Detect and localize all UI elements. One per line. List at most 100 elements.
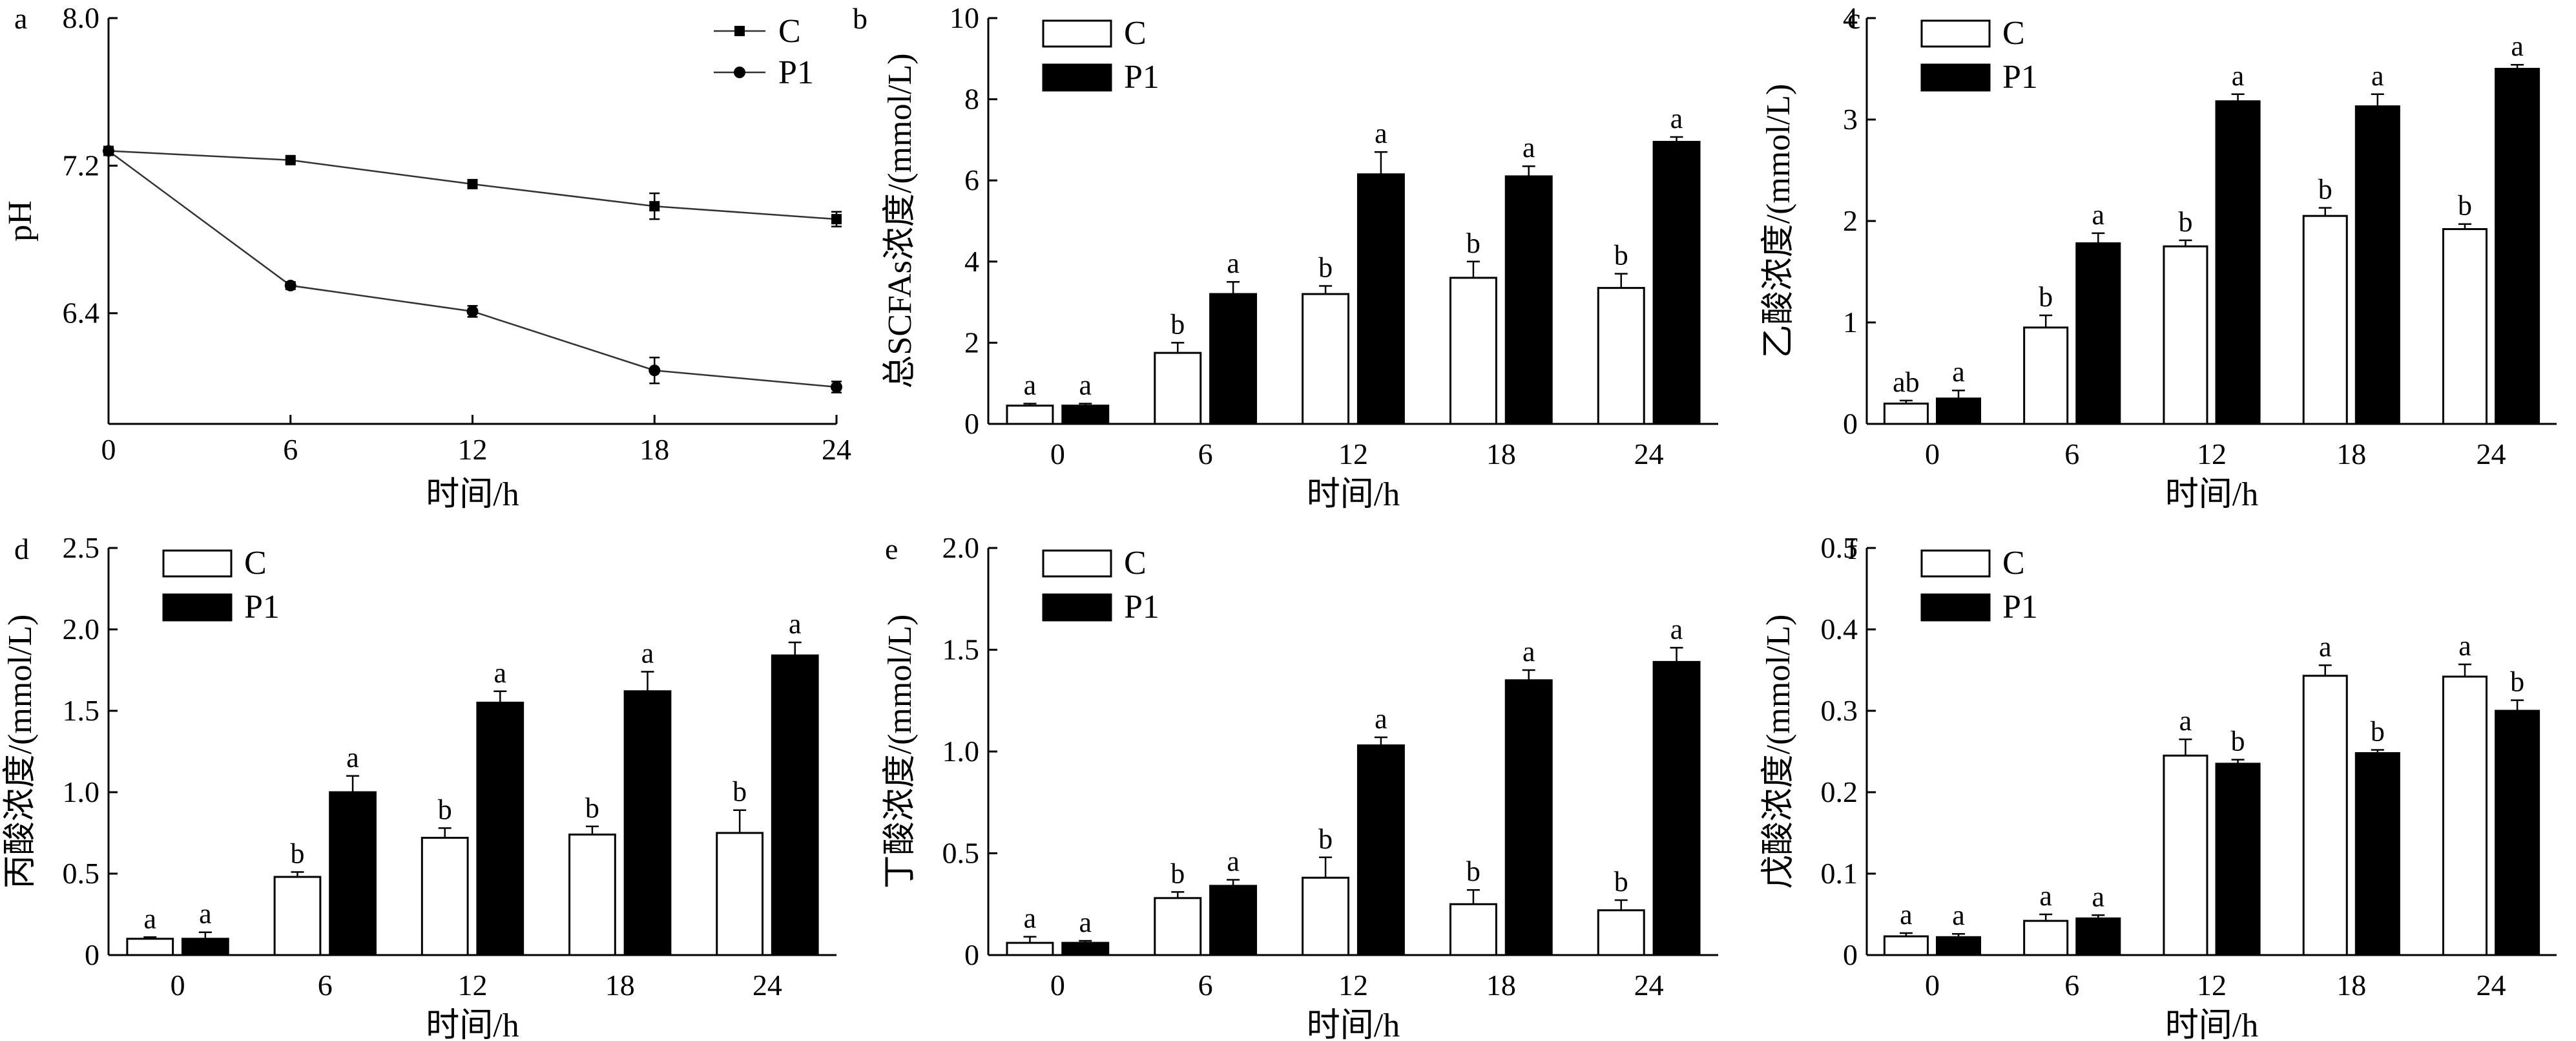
x-tick-label: 6 [318,969,333,1002]
data-point-P1 [103,145,114,157]
y-tick-label: 0.2 [1821,775,1858,808]
x-tick-label: 18 [605,969,635,1002]
significance-label: a [494,657,507,689]
x-tick-label: 24 [2477,969,2506,1002]
panel-letter: a [14,2,27,35]
y-axis-title: 总SCFAs浓度/(mmol/L) [882,53,919,388]
bar-P1 [476,701,525,956]
y-tick-label: 2 [964,326,979,359]
y-tick-label: 2.5 [63,531,100,564]
bar-P1 [1504,679,1553,956]
y-axis-title: 丙酸浓度/(mmol/L) [2,615,39,889]
significance-label: b [1614,866,1628,898]
significance-label: a [1900,899,1913,931]
significance-label: b [2039,281,2053,313]
y-tick-label: 0.5 [63,857,100,890]
legend-label: P1 [1124,589,1159,626]
significance-label: a [2232,60,2245,92]
data-point-C [467,178,478,189]
bar-C [421,837,469,956]
x-tick-label: 24 [2477,437,2506,470]
bar-C [1302,293,1350,425]
legend-label: P1 [2002,59,2038,96]
x-axis-title: 时间/h [1307,476,1400,513]
legend-swatch-C [1042,19,1112,48]
significance-label: a [1024,370,1037,401]
significance-label: b [1318,251,1333,283]
significance-label: a [2319,631,2332,662]
bar-C [716,832,764,956]
x-tick-label: 12 [1338,437,1368,470]
bar-C [126,938,174,956]
x-tick-label: 0 [1925,437,1940,470]
y-tick-label: 7.2 [63,149,100,182]
legend-marker [734,26,745,36]
x-tick-label: 24 [753,969,782,1002]
bar-P1 [1209,293,1258,425]
y-tick-label: 8 [964,83,979,116]
x-tick-label: 18 [2336,437,2366,470]
significance-label: b [732,776,747,808]
y-tick-label: 2.0 [63,613,100,646]
bar-P1 [1652,660,1701,956]
significance-label: a [1227,845,1240,877]
x-tick-label: 24 [1634,969,1664,1002]
data-point-P1 [649,364,661,377]
x-tick-label: 0 [171,969,185,1002]
y-tick-label: 2 [1843,204,1858,237]
legend-label: P1 [244,589,280,626]
bar-C [1154,897,1202,956]
x-axis-title: 时间/h [2165,1007,2258,1041]
x-tick-label: 24 [1634,437,1664,470]
bar-P1 [1356,744,1405,956]
panel-a: a 6.4 7.2 8.0 pH 时间/h 0 6 12 18 24 C P1 [2,1,851,513]
legend-swatch-P1 [1042,593,1112,622]
y-tick-label: 2.0 [942,531,980,564]
legend-label: P1 [1124,59,1159,96]
bar-P1 [2215,100,2261,425]
y-tick-label: 0 [1843,938,1858,971]
significance-label: b [2458,190,2472,222]
legend-label: C [778,13,801,50]
significance-label: b [2318,174,2332,205]
significance-label: a [1227,247,1240,279]
data-point-C [831,214,842,225]
legend-label: C [244,545,267,582]
x-tick-label: 0 [1050,437,1065,470]
significance-label: a [1375,118,1387,149]
y-tick-label: 0.1 [1821,857,1858,890]
x-tick-label: 0 [1050,969,1065,1002]
significance-label: a [1079,370,1092,401]
significance-label: b [1614,240,1628,271]
bar-P1 [2354,752,2400,956]
significance-label: a [2371,60,2384,92]
significance-label: a [1375,703,1387,735]
y-tick-label: 4 [1843,1,1858,34]
bar-C [1154,352,1202,425]
bar-C [1449,277,1497,425]
significance-label: a [1670,103,1683,134]
panel-f: f 0 0.1 0.2 0.3 0.4 0.5 戊酸浓度/(mmol/L) 时间/h 0 a a 6 a a… [1760,531,2557,1041]
bar-C [2302,215,2348,425]
bar-P1 [1356,173,1405,425]
data-point-C [649,201,660,212]
significance-label: a [1079,907,1092,938]
bar-P1 [2075,917,2121,956]
x-tick-label: 18 [1486,969,1516,1002]
legend-swatch-C [1042,549,1112,578]
x-tick-label: 6 [2064,969,2079,1002]
x-axis-title: 时间/h [426,1007,519,1041]
x-tick-label: 6 [1198,969,1213,1002]
y-tick-label: 1.5 [63,694,100,727]
bar-P1 [2075,242,2121,425]
significance-label: a [2092,199,2105,231]
significance-label: b [1170,308,1185,340]
data-point-P1 [284,279,296,291]
bar-P1 [329,791,377,956]
x-tick-label: 18 [1486,437,1516,470]
bar-C [2023,920,2069,956]
significance-label: b [2178,206,2192,238]
